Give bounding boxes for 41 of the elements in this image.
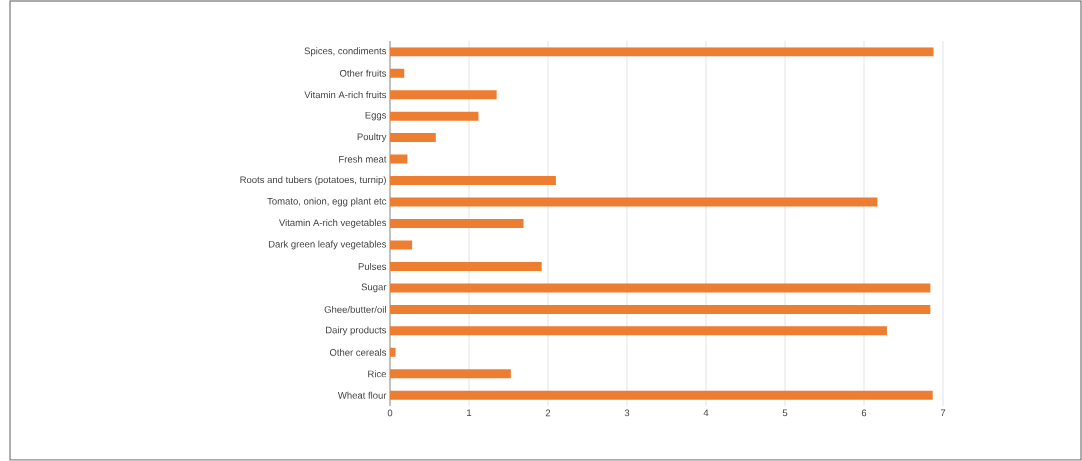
- y-tick-label: Rice: [368, 370, 387, 378]
- bar: [390, 261, 542, 271]
- y-tick-label: Vitamin A-rich vegetables: [278, 219, 387, 228]
- bar: [390, 154, 408, 164]
- y-tick-label: Poultry: [357, 133, 387, 143]
- bar: [390, 219, 524, 228]
- y-tick-label: Other cereals: [329, 348, 387, 356]
- bar: [390, 326, 887, 336]
- x-tick-label: 6: [861, 409, 867, 417]
- x-tick-label: 5: [782, 409, 788, 417]
- bar: [390, 347, 396, 357]
- y-tick-label: Dark green leafy vegetables: [268, 240, 387, 250]
- y-tick-label: Spices, condiments: [304, 47, 387, 57]
- y-tick-label: Sugar: [361, 283, 387, 293]
- y-tick-label: Vitamin A-rich fruits: [304, 91, 387, 99]
- y-tick-label: Ghee/butter/oil: [324, 305, 386, 313]
- bar: [390, 68, 405, 78]
- y-tick-label: Roots and tubers (potatoes, turnip): [240, 176, 386, 185]
- x-tick-label: 1: [467, 409, 472, 417]
- bar: [390, 240, 413, 250]
- bar: [390, 176, 556, 186]
- x-tick-label: 7: [940, 409, 946, 417]
- y-tick-label: Fresh meat: [339, 155, 387, 163]
- y-tick-label: Eggs: [365, 111, 387, 121]
- y-tick-label: Dairy products: [326, 326, 387, 336]
- y-tick-label: Pulses: [358, 262, 387, 270]
- bar: [390, 111, 479, 121]
- bar: [390, 197, 878, 207]
- x-tick-label: 0: [387, 409, 393, 417]
- x-tick-label: 2: [545, 409, 551, 417]
- bar: [390, 283, 931, 293]
- y-tick-label: Other fruits: [339, 69, 387, 77]
- y-tick-label: Tomato, onion, egg plant etc: [267, 197, 387, 207]
- bar: [390, 133, 436, 143]
- y-tick-label: Wheat flour: [337, 391, 387, 399]
- x-tick-label: 4: [703, 409, 709, 417]
- bar: [390, 90, 497, 100]
- bar: [390, 390, 933, 400]
- bar: [390, 304, 931, 314]
- x-tick-label: 3: [624, 409, 630, 417]
- bar: [390, 369, 511, 379]
